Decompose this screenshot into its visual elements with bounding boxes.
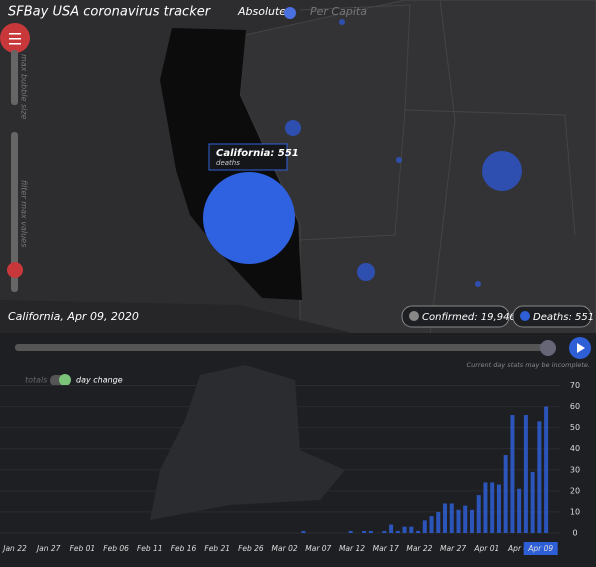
- x-tick-label: Mar 17: [373, 544, 399, 553]
- bar: [544, 406, 549, 533]
- x-tick-label: Apr 01: [473, 544, 499, 553]
- tooltip: [208, 143, 288, 171]
- x-tick-label: Jan 27: [35, 544, 61, 553]
- state-bubble[interactable]: [396, 157, 402, 163]
- state-bubble[interactable]: [285, 120, 301, 136]
- selected-date: [523, 542, 558, 555]
- mode-day-change[interactable]: day change: [76, 376, 123, 385]
- bar: [476, 495, 481, 533]
- bar: [443, 503, 448, 533]
- switch-knob[interactable]: [59, 374, 71, 386]
- slider-label: filter max values: [20, 180, 29, 247]
- x-tick-label: Mar 02: [272, 544, 298, 553]
- x-tick-label: Mar 27: [440, 544, 466, 553]
- bar: [436, 511, 441, 533]
- confirmed-dot: [409, 311, 419, 321]
- bar: [382, 530, 387, 533]
- bar: [301, 530, 306, 533]
- bar: [510, 415, 515, 533]
- bar-chart: 0 10 20 30 40 50 60 70 Jan 22 Jan 27 Feb 01 Feb 06 F…: [0, 381, 580, 555]
- bar: [362, 530, 367, 533]
- filter-slider[interactable]: [11, 132, 18, 292]
- bar: [429, 516, 434, 533]
- y-tick-label: 50: [570, 423, 580, 432]
- deaths: Deaths: 551: [533, 312, 594, 323]
- bar: [523, 415, 528, 533]
- bar: [402, 526, 407, 533]
- y-tick-label: 0: [572, 529, 577, 538]
- y-tick-label: 10: [570, 507, 580, 516]
- x-tick-label: Jan 22: [1, 544, 27, 553]
- timeline-slider[interactable]: [15, 344, 555, 351]
- y-tick-label: 40: [570, 444, 580, 453]
- x-tick-label: Mar 12: [339, 544, 365, 553]
- bar: [449, 503, 454, 533]
- x-tick-label: Feb 16: [171, 544, 197, 553]
- bar: [348, 530, 353, 533]
- bar: [503, 455, 508, 533]
- confirmed-pill[interactable]: [401, 305, 510, 328]
- deaths-dot: [520, 311, 530, 321]
- bar: [409, 526, 414, 533]
- state-lines: [299, 109, 406, 241]
- bar: [530, 471, 535, 533]
- x-tick-label: Mar 07: [305, 544, 331, 553]
- note: Current day stats may be incomplete.: [467, 361, 590, 369]
- mode-absolute[interactable]: Absolute: [237, 5, 286, 18]
- mode-totals[interactable]: totals: [25, 376, 47, 385]
- bar: [469, 509, 474, 533]
- x-tick-label: Feb 11: [137, 544, 163, 553]
- x-tick-label: Mar 22: [406, 544, 432, 553]
- mode-per-capita[interactable]: Per Capita: [310, 5, 367, 18]
- slider-handle[interactable]: [7, 262, 23, 278]
- state-bubble[interactable]: [357, 263, 375, 281]
- y-tick-label: 20: [570, 486, 580, 495]
- menu-icon: [9, 38, 21, 40]
- menu-icon: [9, 43, 21, 45]
- ocean: [0, 300, 360, 335]
- menu-icon: [9, 33, 21, 35]
- mode-switch[interactable]: [284, 7, 296, 19]
- tooltip-title: California: 551: [216, 148, 299, 159]
- timeline-handle[interactable]: [540, 340, 556, 356]
- app-title: SFBay USA coronavirus tracker: [8, 5, 212, 20]
- state-bubble[interactable]: [339, 19, 345, 25]
- slider-label: max bubble size: [20, 54, 29, 120]
- x-tick-label: Feb 26: [238, 544, 264, 553]
- tooltip-subtitle: deaths: [216, 159, 240, 167]
- bubble-size-slider[interactable]: [11, 50, 18, 105]
- bar: [537, 421, 542, 533]
- state-bubble[interactable]: [475, 281, 481, 287]
- california-bubble[interactable]: [203, 172, 295, 264]
- state-bubble[interactable]: [482, 151, 522, 191]
- bar: [483, 482, 488, 533]
- deaths-pill[interactable]: [512, 305, 592, 328]
- x-tick-label: Feb 01: [70, 544, 96, 553]
- state-lines: [429, 0, 456, 336]
- y-tick-label: 70: [570, 381, 580, 390]
- y-tick-label: 30: [570, 465, 580, 474]
- x-tick-label: Apr 06: [507, 544, 533, 553]
- confirmed: Confirmed: 19,946: [422, 312, 516, 323]
- bar: [517, 488, 522, 533]
- bar: [422, 520, 427, 533]
- x-tick-label: Feb 21: [204, 544, 230, 553]
- bar: [490, 482, 495, 533]
- bar: [416, 530, 421, 533]
- bar: [368, 530, 373, 533]
- chart-map-bg: [150, 365, 345, 520]
- bar: [456, 509, 461, 533]
- bar: [463, 505, 468, 533]
- play-icon: [577, 343, 585, 353]
- x-tick-label: Feb 06: [103, 544, 129, 553]
- place-date: California, Apr 09, 2020: [8, 310, 139, 323]
- bar: [395, 530, 400, 533]
- bar: [496, 484, 501, 533]
- bar: [389, 524, 394, 533]
- x-tick-label: Apr 09: [527, 544, 553, 553]
- y-tick-label: 60: [570, 402, 580, 411]
